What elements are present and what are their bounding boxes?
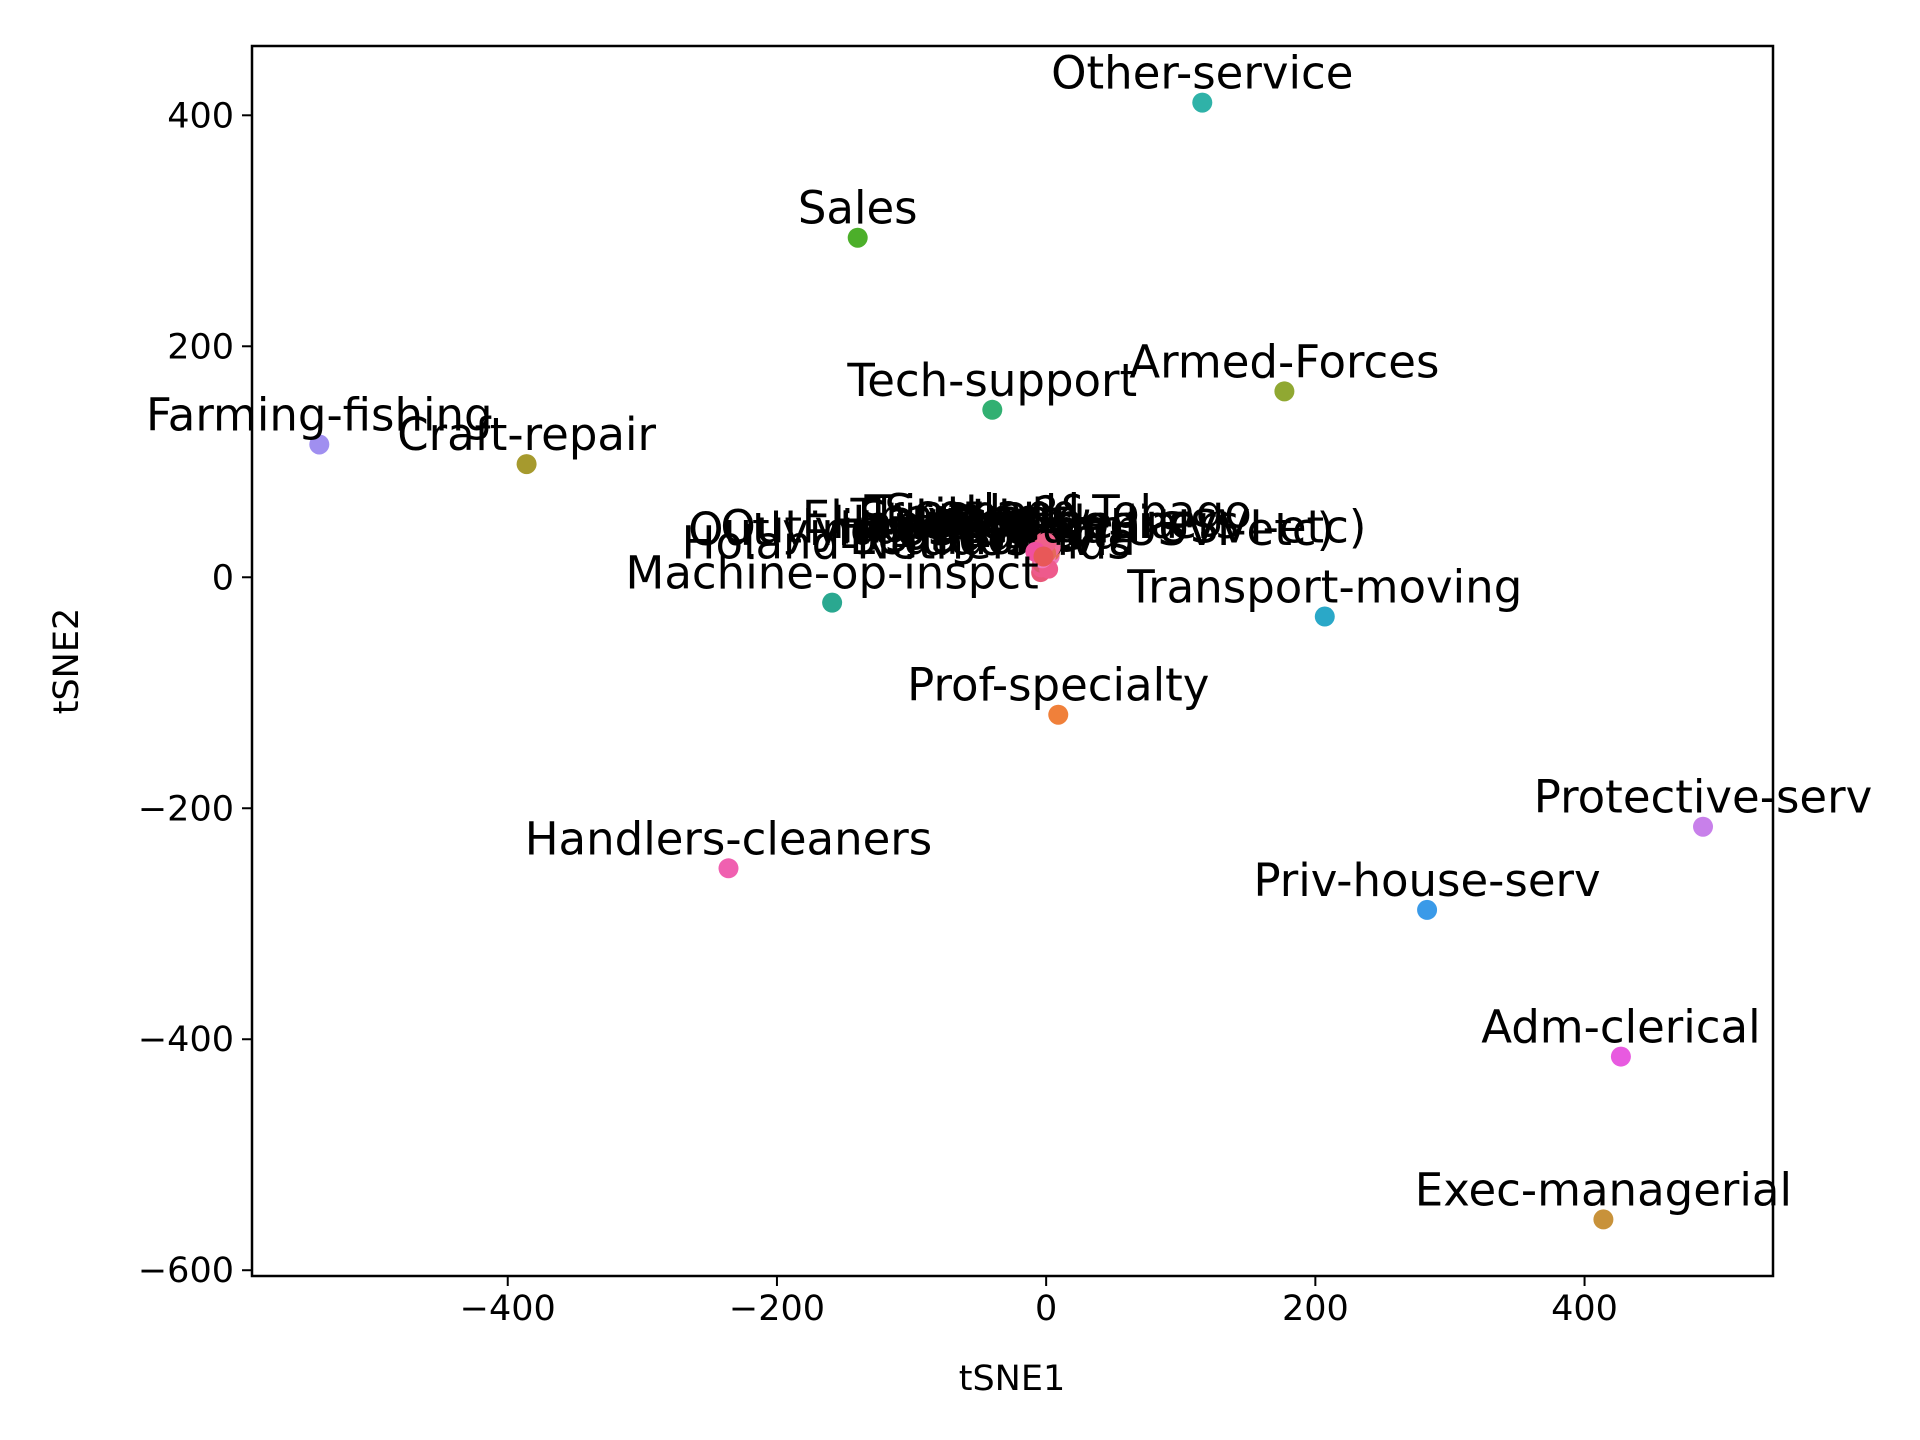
data-point-label: Tech-support <box>846 354 1137 407</box>
data-point-label: Priv-house-serv <box>1253 854 1600 907</box>
data-point-label: Exec-managerial <box>1415 1163 1792 1216</box>
data-point <box>822 592 843 613</box>
data-point-label: Handlers-cleaners <box>525 812 933 865</box>
data-point-label: Machine-op-inspct <box>626 547 1039 600</box>
data-point <box>309 434 330 455</box>
x-axis-ticks: −400 −200 0 200 400 <box>460 1276 1618 1329</box>
x-tick-label: −200 <box>729 1289 825 1329</box>
cluster-point-label: Hungary <box>839 502 1031 555</box>
data-point <box>1314 606 1335 627</box>
plot-marks: Holand-NetherlandsThailandVietnamPortuga… <box>146 47 1872 1230</box>
y-tick-label: 400 <box>167 96 234 136</box>
data-point-label: Other-service <box>1051 47 1353 100</box>
data-point <box>1693 816 1714 837</box>
plot-frame <box>250 44 1775 1278</box>
cluster-point-label: Outlying-US(Guam-USVI-etc) <box>688 503 1334 556</box>
x-tick-label: −400 <box>460 1289 556 1329</box>
x-tick-label: 200 <box>1282 1289 1349 1329</box>
y-axis-ticks: 400 200 0 −200 −400 −600 <box>138 96 252 1291</box>
cluster-point-label: El-Salvador <box>802 491 1057 544</box>
data-point <box>1274 381 1295 402</box>
data-point-label: Armed-Forces <box>1129 335 1439 388</box>
x-axis-title: tSNE1 <box>959 1359 1066 1399</box>
data-point-label: Sales <box>798 182 918 235</box>
data-point-label: Craft-repair <box>397 408 656 461</box>
y-axis-title: tSNE2 <box>47 608 87 715</box>
data-point-label: ? <box>1034 487 1058 540</box>
cluster-point-label: Thailand <box>850 489 1044 542</box>
x-tick-label: 0 <box>1035 1289 1057 1329</box>
data-point-label: Prof-specialty <box>907 659 1209 712</box>
y-tick-label: −200 <box>138 789 234 829</box>
cluster-point-label: Yugoslavia <box>898 513 1136 566</box>
data-point <box>1610 1046 1631 1067</box>
x-tick-label: 400 <box>1551 1289 1618 1329</box>
data-point <box>1417 899 1438 920</box>
data-point <box>1593 1209 1614 1230</box>
cluster-point-label: Trinadad&Tobago <box>863 485 1251 538</box>
cluster-point-label: Hong <box>911 497 1029 550</box>
data-point <box>1048 704 1069 725</box>
data-point-label: Farming-fishing <box>146 388 493 441</box>
data-point-label: Transport-moving <box>1126 561 1522 614</box>
data-point <box>847 227 868 248</box>
cluster-point-label: Cambodia <box>950 496 1178 549</box>
data-point-label: Handlers-cleaners <box>832 496 1240 549</box>
cluster-point-label: Ecuador <box>849 512 1033 565</box>
data-point-label: Adm-clerical <box>1481 1001 1760 1054</box>
data-point <box>516 454 537 475</box>
y-tick-label: 0 <box>212 558 234 598</box>
data-point-label: Protective-serv <box>1534 771 1872 824</box>
data-point <box>718 858 739 879</box>
y-tick-label: 200 <box>167 327 234 367</box>
data-point <box>1033 546 1054 567</box>
data-point <box>1192 92 1213 113</box>
y-tick-label: −600 <box>138 1251 234 1291</box>
data-point <box>982 399 1003 420</box>
y-tick-label: −400 <box>138 1020 234 1060</box>
cluster-point-label: Scotland <box>884 484 1080 537</box>
cluster-point-label: Laos <box>971 490 1075 543</box>
data-point-label: Outlying-US(Guam-USVI-etc) <box>720 500 1366 553</box>
